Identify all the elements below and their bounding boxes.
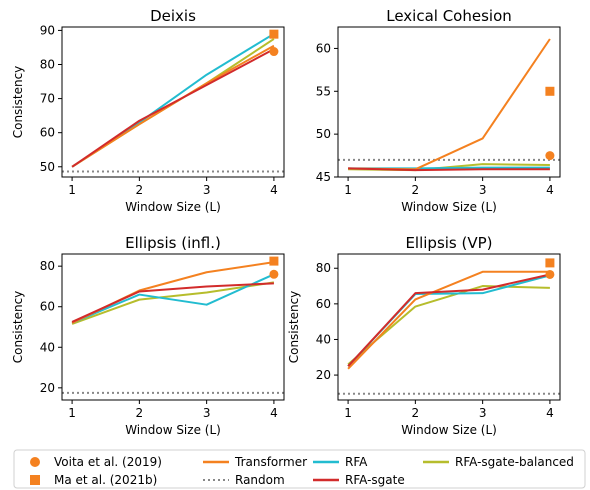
y-tick-label: 45 [316,170,331,184]
panel-ellipsis-infl: Ellipsis (infl.) 1 2 3 4 20 40 60 80 Window Size … [11,234,285,437]
panel-lexical-cohesion: Lexical Cohesion 1 2 3 4 45 50 55 60 Window Size … [316,7,561,214]
series-line-rfa-sgate-balanced [71,281,275,325]
panel-ellipsis-vp: Ellipsis (VP) 1 2 3 4 20 40 60 80 Window Size (L)… [287,234,561,437]
y-tick-label: 20 [316,368,331,382]
panel-title: Deixis [150,7,196,25]
legend: Voita et al. (2019) Ma et al. (2021b) Tran… [13,449,586,489]
point-ma-2021b [269,256,279,266]
legend-label: RFA [345,455,368,469]
series-line-rfa [71,273,275,324]
legend-entry-transformer: Transformer [203,455,307,469]
y-tick-label: 50 [316,127,331,141]
y-axis-label: Consistency [11,291,25,364]
y-tick-label: 60 [316,41,331,55]
x-tick-label: 2 [136,183,144,197]
legend-marker-circle [30,457,40,467]
x-tick-label: 2 [412,183,420,197]
legend-entry-random: Random [203,473,285,487]
point-voita-2019 [269,47,279,57]
x-axis-label: Window Size (L) [401,200,497,214]
legend-label: Ma et al. (2021b) [54,473,157,487]
axes-frame [61,26,285,178]
y-tick-label: 50 [40,160,55,174]
y-tick-label: 60 [40,126,55,140]
x-tick-label: 1 [68,183,76,197]
y-tick-label: 40 [316,332,331,346]
legend-entry-voita-et-al-2019: Voita et al. (2019) [30,455,162,469]
legend-entry-rfa-sgate: RFA-sgate [313,473,405,487]
point-ma-2021b [545,258,555,268]
legend-label: RFA-sgate-balanced [455,455,574,469]
y-tick-label: 80 [40,259,55,273]
axes-frame [337,26,561,178]
y-tick-label: 90 [40,23,55,37]
x-tick-label: 4 [546,183,554,197]
axes-frame [337,253,561,401]
legend-label: RFA-sgate [345,473,405,487]
x-tick-label: 1 [344,406,352,420]
series-line-rfa-sgate-balanced [347,285,550,366]
y-axis-label: Consistency [11,66,25,139]
x-tick-label: 4 [270,406,278,420]
series-line-rfa-sgate [347,273,551,367]
series-line-rfa-sgate [71,282,274,323]
y-tick-label: 80 [316,261,331,275]
y-axis-label: Consistency [287,291,301,364]
axes-frame [61,253,285,401]
y-tick-label: 20 [40,381,55,395]
x-axis-label: Window Size (L) [125,200,221,214]
x-tick-label: 3 [479,406,487,420]
series-line-rfa [347,274,551,367]
series-line-transformer [347,270,550,370]
legend-frame [13,449,586,489]
panel-title: Ellipsis (VP) [405,234,492,252]
point-ma-2021b [269,29,279,39]
y-tick-label: 40 [40,340,55,354]
y-tick-label: 80 [40,58,55,72]
point-ma-2021b [545,86,555,96]
series-line-transformer [71,44,275,168]
point-voita-2019 [545,151,555,161]
panel-deixis: Deixis 1 2 3 4 50 60 70 80 90 Window Size (L) Consi… [11,7,285,214]
x-tick-label: 2 [136,406,144,420]
x-tick-label: 3 [479,183,487,197]
x-tick-label: 2 [412,406,420,420]
x-tick-label: 3 [203,183,211,197]
legend-marker-square [30,475,40,485]
panel-title: Ellipsis (infl.) [125,234,221,252]
x-tick-label: 1 [344,183,352,197]
series-line-rfa-sgate [71,48,275,168]
panel-title: Lexical Cohesion [386,7,512,25]
legend-label: Random [235,473,285,487]
series-line-transformer [348,38,551,171]
legend-entry-rfa-sgate-balanced: RFA-sgate-balanced [423,455,574,469]
x-tick-label: 3 [203,406,211,420]
y-tick-label: 60 [40,300,55,314]
x-axis-label: Window Size (L) [125,423,221,437]
x-axis-label: Window Size (L) [401,423,497,437]
series-line-rfa-sgate [348,167,550,172]
x-tick-label: 4 [546,406,554,420]
y-tick-label: 60 [316,297,331,311]
x-tick-label: 1 [68,406,76,420]
point-voita-2019 [269,269,279,279]
legend-entry-ma-et-al-2021b: Ma et al. (2021b) [30,473,157,487]
y-tick-label: 55 [316,84,331,98]
legend-label: Transformer [234,455,307,469]
legend-label: Voita et al. (2019) [54,455,162,469]
y-tick-label: 70 [40,92,55,106]
legend-entry-rfa: RFA [313,455,368,469]
point-voita-2019 [545,269,555,279]
x-tick-label: 4 [270,183,278,197]
